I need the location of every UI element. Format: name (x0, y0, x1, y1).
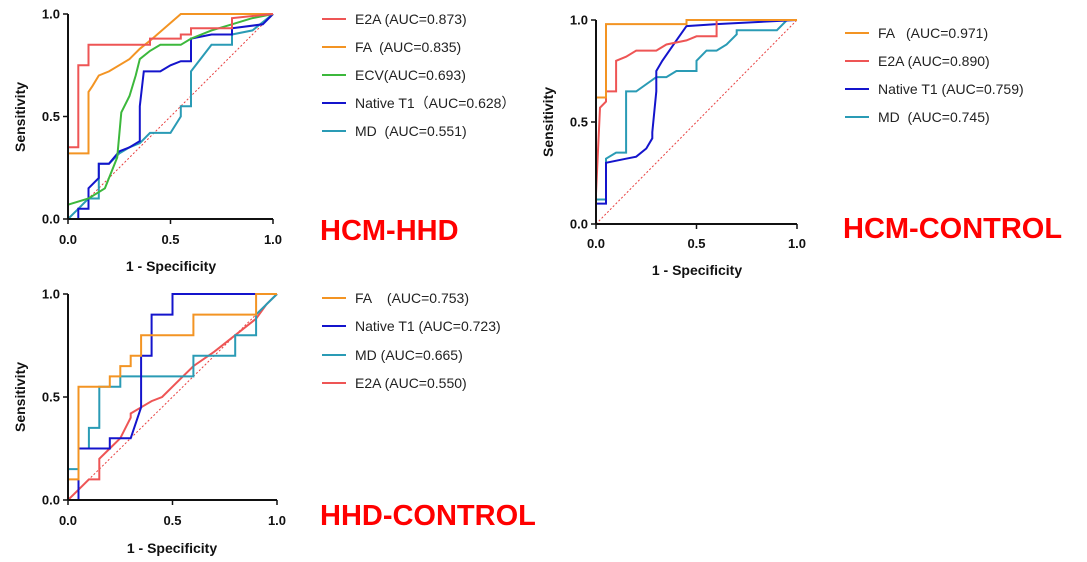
x-tick-label: 0.5 (163, 513, 181, 528)
legend-label: MD (AUC=0.551) (355, 123, 467, 139)
x-tick-label: 0.5 (687, 236, 705, 251)
roc-panel-hhd-control: 1.0 0.5 0.0 0.0 0.5 1.0 1 - Specificity … (12, 287, 536, 557)
legend: FA (AUC=0.971) E2A (AUC=0.890) Native T1… (845, 25, 1024, 125)
roc-panel-hcm-hhd: 1.0 0.5 0.0 0.0 0.5 1.0 1 - Specificity … (12, 7, 515, 275)
roc-curve-fa (67, 13, 273, 219)
y-tick-label: 0.5 (42, 390, 60, 405)
panel-title: HHD-CONTROL (320, 500, 536, 532)
y-tick-label: 0.0 (42, 493, 60, 508)
legend-label: E2A (AUC=0.873) (355, 11, 467, 27)
roc-curve-native-t1 (68, 13, 274, 220)
legend-label: MD (AUC=0.665) (355, 347, 463, 363)
legend-label: E2A (AUC=0.890) (878, 53, 990, 69)
roc-curve-e2a (67, 293, 278, 501)
x-tick-label: 0.0 (587, 236, 605, 251)
legend-label: Native T1 (AUC=0.723) (355, 318, 501, 334)
roc-panel-hcm-control: 1.0 0.5 0.0 0.0 0.5 1.0 1 - Specificity … (540, 13, 1062, 279)
legend-label: ECV(AUC=0.693) (355, 67, 466, 83)
legend-label: Native T1（AUC=0.628） (355, 95, 515, 111)
roc-curve-e2a (67, 13, 274, 219)
x-tick-label: 1.0 (264, 232, 282, 247)
legend: E2A (AUC=0.873) FA (AUC=0.835) ECV(AUC=0… (322, 11, 515, 139)
axis-ticks (63, 293, 278, 505)
x-tick-label: 0.5 (161, 232, 179, 247)
x-axis-label: 1 - Specificity (652, 262, 742, 278)
roc-plot-area (67, 293, 278, 501)
y-tick-label: 1.0 (570, 13, 588, 28)
x-tick-label: 1.0 (788, 236, 806, 251)
legend: FA (AUC=0.753) Native T1 (AUC=0.723) MD … (322, 290, 501, 391)
roc-curve-native-t1 (595, 19, 798, 224)
roc-curve-md (595, 19, 797, 224)
legend-label: FA (AUC=0.835) (355, 39, 461, 55)
x-tick-label: 0.0 (59, 232, 77, 247)
reference-diagonal-line (67, 13, 274, 220)
y-axis-label: Sensitivity (540, 87, 556, 157)
y-tick-label: 1.0 (42, 287, 60, 302)
y-tick-label: 0.5 (570, 115, 588, 130)
roc-plot-area (67, 13, 274, 220)
legend-label: E2A (AUC=0.550) (355, 375, 467, 391)
legend-label: Native T1 (AUC=0.759) (878, 81, 1024, 97)
legend-label: MD (AUC=0.745) (878, 109, 990, 125)
legend-label: FA (AUC=0.753) (355, 290, 469, 306)
axis-ticks (63, 13, 274, 224)
panel-title: HCM-CONTROL (843, 213, 1062, 245)
y-axis-label: Sensitivity (12, 82, 28, 152)
axis-ticks (591, 19, 798, 229)
y-axis-label: Sensitivity (12, 362, 28, 432)
y-tick-label: 1.0 (42, 7, 60, 22)
x-tick-label: 0.0 (59, 513, 77, 528)
roc-plot-area (595, 19, 798, 225)
y-tick-label: 0.5 (42, 109, 60, 124)
roc-curve-native-t1 (68, 293, 277, 501)
panel-title: HCM-HHD (320, 215, 459, 247)
y-tick-label: 0.0 (570, 217, 588, 232)
roc-curve-fa (67, 293, 277, 500)
x-axis-label: 1 - Specificity (126, 258, 216, 274)
x-axis-label: 1 - Specificity (127, 540, 217, 556)
x-tick-label: 1.0 (268, 513, 286, 528)
roc-curve-e2a (595, 19, 797, 224)
legend-label: FA (AUC=0.971) (878, 25, 988, 41)
y-tick-label: 0.0 (42, 212, 60, 227)
reference-diagonal-line (67, 293, 278, 501)
